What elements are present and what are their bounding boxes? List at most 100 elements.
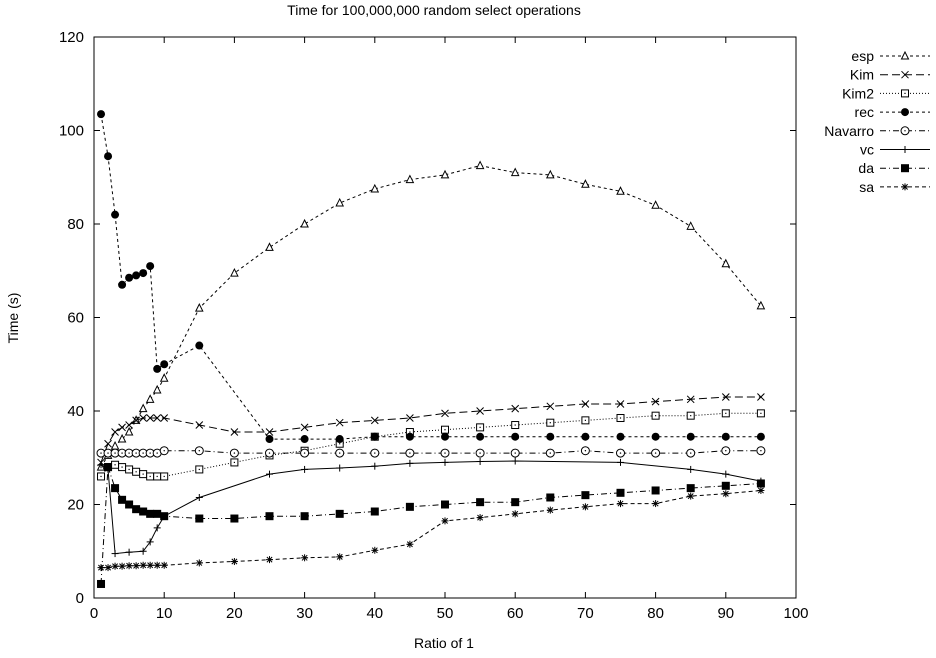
data-point-navarro (194, 446, 204, 456)
data-point-sa (617, 500, 624, 508)
data-point-kim2 (546, 418, 555, 427)
data-point-da (511, 498, 520, 507)
legend-label: Kim (850, 67, 874, 83)
legend-item-vc: vc (860, 142, 930, 158)
data-point-rec (686, 432, 695, 441)
data-point-kim (300, 423, 309, 432)
series-line-da (100, 466, 761, 585)
legend-item-kim2: Kim2 (842, 85, 930, 101)
data-point-esp (138, 403, 148, 413)
legend-item-navarro: Navarro (824, 123, 930, 139)
data-point-kim (335, 418, 344, 427)
y-tick-label: 80 (67, 216, 84, 233)
data-point-navarro (580, 446, 590, 456)
data-point-kim2 (441, 425, 449, 434)
data-point-vc (111, 550, 119, 558)
data-point-navarro (370, 448, 380, 458)
data-point-kim2 (111, 460, 120, 469)
data-point-kim2 (756, 409, 765, 418)
data-point-sa (336, 553, 344, 561)
data-point-vc (139, 547, 147, 555)
data-point-vc (617, 458, 624, 466)
data-point-kim (132, 416, 140, 425)
legend-marker (901, 146, 909, 153)
data-point-kim2 (476, 423, 485, 432)
data-point-sa (652, 500, 660, 508)
legend-marker (901, 183, 909, 191)
data-point-navarro (131, 448, 141, 458)
data-point-da (721, 481, 730, 490)
chart-title: Time for 100,000,000 random select opera… (287, 2, 581, 18)
data-point-sa (581, 503, 589, 511)
legend-item-rec: rec (855, 104, 930, 120)
data-point-kim2 (118, 463, 127, 472)
data-point-da (160, 512, 169, 521)
data-point-rec (441, 432, 449, 441)
legend-item-kim: Kim (850, 67, 930, 83)
data-point-da (300, 512, 309, 521)
data-point-vc (511, 457, 519, 465)
data-point-vc (687, 465, 695, 473)
data-point-kim2 (581, 416, 590, 425)
data-point-da (118, 495, 127, 504)
data-point-kim2 (153, 472, 162, 481)
y-axis-label: Time (s) (5, 293, 21, 344)
data-point-navarro (229, 448, 239, 458)
x-axis-label: Ratio of 1 (414, 635, 474, 651)
series-da (97, 463, 765, 588)
data-point-da (756, 479, 765, 488)
legend-label: Navarro (824, 123, 874, 139)
data-point-sa (476, 514, 484, 522)
data-point-sa (230, 558, 238, 566)
data-point-sa (132, 562, 140, 570)
data-point-da (97, 579, 106, 588)
data-point-navarro (510, 448, 520, 458)
data-point-da (651, 486, 660, 495)
x-tick-label: 70 (577, 605, 594, 622)
x-tick-label: 90 (717, 605, 734, 622)
data-point-kim (125, 421, 133, 429)
data-point-navarro (159, 446, 169, 456)
data-point-sa (118, 562, 126, 570)
data-point-kim (476, 407, 484, 415)
data-point-vc (266, 470, 273, 478)
legend-label: vc (860, 142, 874, 158)
y-tick-label: 120 (59, 29, 84, 46)
data-point-kim2 (651, 411, 660, 420)
data-point-kim2 (511, 421, 520, 430)
series-navarro (96, 446, 766, 458)
data-point-rec (111, 210, 120, 219)
series-rec (97, 110, 765, 444)
data-point-rec (405, 432, 414, 441)
data-point-esp (370, 183, 380, 193)
data-point-da (230, 514, 239, 523)
legend-marker (900, 126, 910, 136)
data-point-vc (441, 458, 449, 466)
data-point-da (441, 500, 449, 509)
data-point-esp (265, 242, 274, 251)
legend-item-da: da (858, 160, 930, 176)
data-point-kim2 (195, 465, 204, 474)
data-point-da (265, 512, 274, 521)
x-tick-label: 30 (296, 605, 313, 622)
data-point-navarro (300, 448, 310, 458)
data-point-kim (153, 414, 162, 422)
data-point-da (195, 514, 204, 523)
data-point-navarro (686, 448, 696, 458)
data-point-esp (475, 160, 485, 170)
data-point-rec (721, 432, 730, 441)
data-point-kim2 (686, 411, 695, 420)
data-point-rec (300, 435, 309, 444)
data-point-navarro (475, 448, 485, 458)
data-point-kim (370, 416, 379, 425)
data-point-esp (581, 179, 590, 188)
data-point-esp (335, 197, 345, 207)
data-point-kim (616, 400, 625, 408)
data-point-vc (301, 465, 309, 473)
legend: esp Kim Kim2 rec Navarro vc da sa (824, 48, 930, 195)
legend-label: Kim2 (842, 85, 874, 101)
legend-marker (901, 108, 909, 117)
data-point-navarro (756, 446, 766, 456)
data-point-sa (511, 510, 519, 518)
